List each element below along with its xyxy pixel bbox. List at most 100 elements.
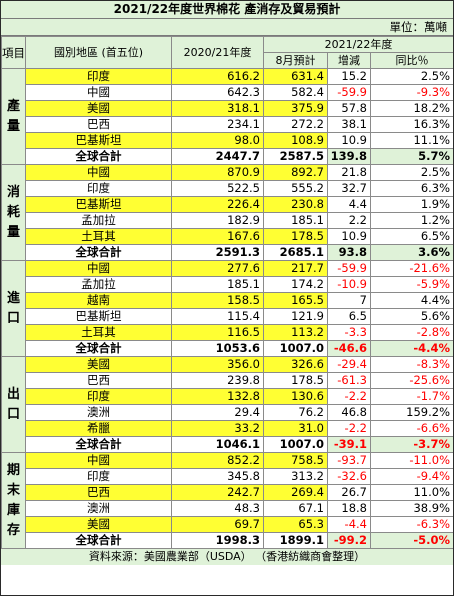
value-2021-cell: 67.1 bbox=[263, 500, 328, 517]
table-row: 澳洲 48.3 67.1 18.8 38.9% bbox=[2, 500, 453, 517]
source-note: 資料來源：美國農業部（USDA） （香港紡織商會整理） bbox=[1, 549, 453, 565]
table-row: 印度 132.8 130.6 -2.2 -1.7% bbox=[2, 388, 453, 405]
value-2021-cell: 76.2 bbox=[263, 404, 328, 421]
total-row: 全球合計 1046.1 1007.0 -39.1 -3.7% bbox=[2, 436, 453, 453]
yoy-cell: 5.6% bbox=[369, 308, 453, 325]
region-cell: 孟加拉 bbox=[25, 276, 172, 293]
value-2021-cell: 165.5 bbox=[263, 292, 328, 309]
yoy-cell: 6.5% bbox=[369, 228, 453, 245]
category-char: 口 bbox=[6, 406, 20, 422]
change-cell: -61.3 bbox=[327, 372, 371, 389]
yoy-cell: -8.3% bbox=[369, 356, 453, 373]
region-cell: 中國 bbox=[25, 164, 172, 181]
header-category: 項目 bbox=[1, 36, 26, 69]
change-cell: -10.9 bbox=[327, 276, 371, 293]
yoy-cell: 11.0% bbox=[369, 484, 453, 501]
region-cell: 印度 bbox=[25, 68, 172, 85]
category-char: 消 bbox=[6, 184, 20, 200]
value-2021-cell: 375.9 bbox=[263, 100, 328, 117]
total-2020-cell: 1053.6 bbox=[171, 340, 264, 357]
table-row: 美國 318.1 375.9 57.8 18.2% bbox=[2, 100, 453, 117]
header-yoy: 同比％ bbox=[369, 52, 453, 69]
category-label: 進口 bbox=[1, 260, 26, 357]
region-cell: 印度 bbox=[25, 468, 172, 485]
table-row: 土耳其 167.6 178.5 10.9 6.5% bbox=[2, 228, 453, 245]
table-title: 2021/22年度世界棉花 產消存及貿易預計 bbox=[1, 1, 453, 19]
category-char: 庫 bbox=[6, 502, 20, 518]
value-2021-cell: 892.7 bbox=[263, 164, 328, 181]
value-2020-cell: 242.7 bbox=[171, 484, 264, 501]
header-aug: 8月預計 bbox=[263, 52, 328, 69]
total-yoy-cell: 3.6% bbox=[369, 244, 453, 261]
table-row: 產量印度 616.2 631.4 15.2 2.5% bbox=[1, 68, 453, 165]
value-2021-cell: 65.3 bbox=[263, 516, 328, 533]
category-char: 進 bbox=[6, 290, 20, 306]
category-label: 產量 bbox=[1, 68, 26, 165]
header-row-1: 項目 國別地區 (首五位) 2020/21年度 2021/22年度 bbox=[1, 36, 453, 69]
category-label: 消耗量 bbox=[1, 164, 26, 261]
total-2021-cell: 2685.1 bbox=[263, 244, 328, 261]
value-2020-cell: 870.9 bbox=[171, 164, 264, 181]
total-change-cell: -99.2 bbox=[327, 532, 371, 549]
change-cell: -2.2 bbox=[327, 388, 371, 405]
header-2020: 2020/21年度 bbox=[171, 36, 264, 69]
total-change-cell: -46.6 bbox=[327, 340, 371, 357]
table-row: 美國 69.7 65.3 -4.4 -6.3% bbox=[2, 516, 453, 533]
data-table: 項目 國別地區 (首五位) 2020/21年度 2021/22年度 8月預計 增… bbox=[1, 36, 453, 549]
table-row: 巴基斯坦 115.4 121.9 6.5 5.6% bbox=[2, 308, 453, 325]
region-cell: 美國 bbox=[25, 516, 172, 533]
yoy-cell: -9.3% bbox=[369, 84, 453, 101]
yoy-cell: -6.6% bbox=[369, 420, 453, 437]
region-cell: 中國 bbox=[25, 452, 172, 469]
value-2020-cell: 48.3 bbox=[171, 500, 264, 517]
header-region: 國別地區 (首五位) bbox=[25, 36, 172, 69]
total-label: 全球合計 bbox=[25, 436, 172, 453]
value-2020-cell: 116.5 bbox=[171, 324, 264, 341]
table-row: 消耗量中國 870.9 892.7 21.8 2.5% bbox=[1, 164, 453, 261]
value-2020-cell: 167.6 bbox=[171, 228, 264, 245]
value-2021-cell: 178.5 bbox=[263, 372, 328, 389]
table-row: 出口美國 356.0 326.6 -29.4 -8.3% bbox=[1, 356, 453, 453]
change-cell: 32.7 bbox=[327, 180, 371, 197]
total-row: 全球合計 2591.3 2685.1 93.8 3.6% bbox=[2, 244, 453, 261]
change-cell: 15.2 bbox=[327, 68, 371, 85]
change-cell: 6.5 bbox=[327, 308, 371, 325]
total-row: 全球合計 1998.3 1899.1 -99.2 -5.0% bbox=[2, 532, 453, 549]
value-2021-cell: 555.2 bbox=[263, 180, 328, 197]
total-yoy-cell: 5.7% bbox=[369, 148, 453, 165]
total-yoy-cell: -4.4% bbox=[369, 340, 453, 357]
table-body: 產量印度 616.2 631.4 15.2 2.5% 中國 642.3 582.4 -59.9-… bbox=[1, 68, 453, 549]
value-2020-cell: 185.1 bbox=[171, 276, 264, 293]
value-2021-cell: 582.4 bbox=[263, 84, 328, 101]
value-2021-cell: 230.8 bbox=[263, 196, 328, 213]
yoy-cell: 2.5% bbox=[369, 164, 453, 181]
table-row: 孟加拉 182.9 185.1 2.2 1.2% bbox=[2, 212, 453, 229]
category-char: 存 bbox=[6, 522, 20, 538]
table-row: 孟加拉 185.1 174.2 -10.9 -5.9% bbox=[2, 276, 453, 293]
change-cell: -29.4 bbox=[327, 356, 371, 373]
total-label: 全球合計 bbox=[25, 532, 172, 549]
value-2021-cell: 31.0 bbox=[263, 420, 328, 437]
total-2020-cell: 1998.3 bbox=[171, 532, 264, 549]
table-row: 巴西 242.7 269.4 26.7 11.0% bbox=[2, 484, 453, 501]
table-row: 期末庫存中國 852.2 758.5 -93.7 -11.0% bbox=[1, 452, 453, 549]
table-row: 巴基斯坦 226.4 230.8 4.4 1.9% bbox=[2, 196, 453, 213]
table-row: 越南 158.5 165.5 7 4.4% bbox=[2, 292, 453, 309]
yoy-cell: -2.8% bbox=[369, 324, 453, 341]
change-cell: 38.1 bbox=[327, 116, 371, 133]
change-cell: -59.9 bbox=[327, 260, 371, 277]
region-cell: 巴西 bbox=[25, 484, 172, 501]
total-row: 全球合計 2447.7 2587.5 139.8 5.7% bbox=[2, 148, 453, 165]
category-char: 期 bbox=[6, 462, 20, 478]
region-cell: 巴西 bbox=[25, 372, 172, 389]
region-cell: 孟加拉 bbox=[25, 212, 172, 229]
header-2021: 2021/22年度 bbox=[262, 36, 453, 53]
yoy-cell: -11.0% bbox=[369, 452, 453, 469]
value-2021-cell: 272.2 bbox=[263, 116, 328, 133]
change-cell: -59.9 bbox=[327, 84, 371, 101]
region-cell: 土耳其 bbox=[25, 324, 172, 341]
yoy-cell: -1.7% bbox=[369, 388, 453, 405]
value-2020-cell: 522.5 bbox=[171, 180, 264, 197]
yoy-cell: -5.9% bbox=[369, 276, 453, 293]
value-2021-cell: 631.4 bbox=[263, 68, 328, 85]
